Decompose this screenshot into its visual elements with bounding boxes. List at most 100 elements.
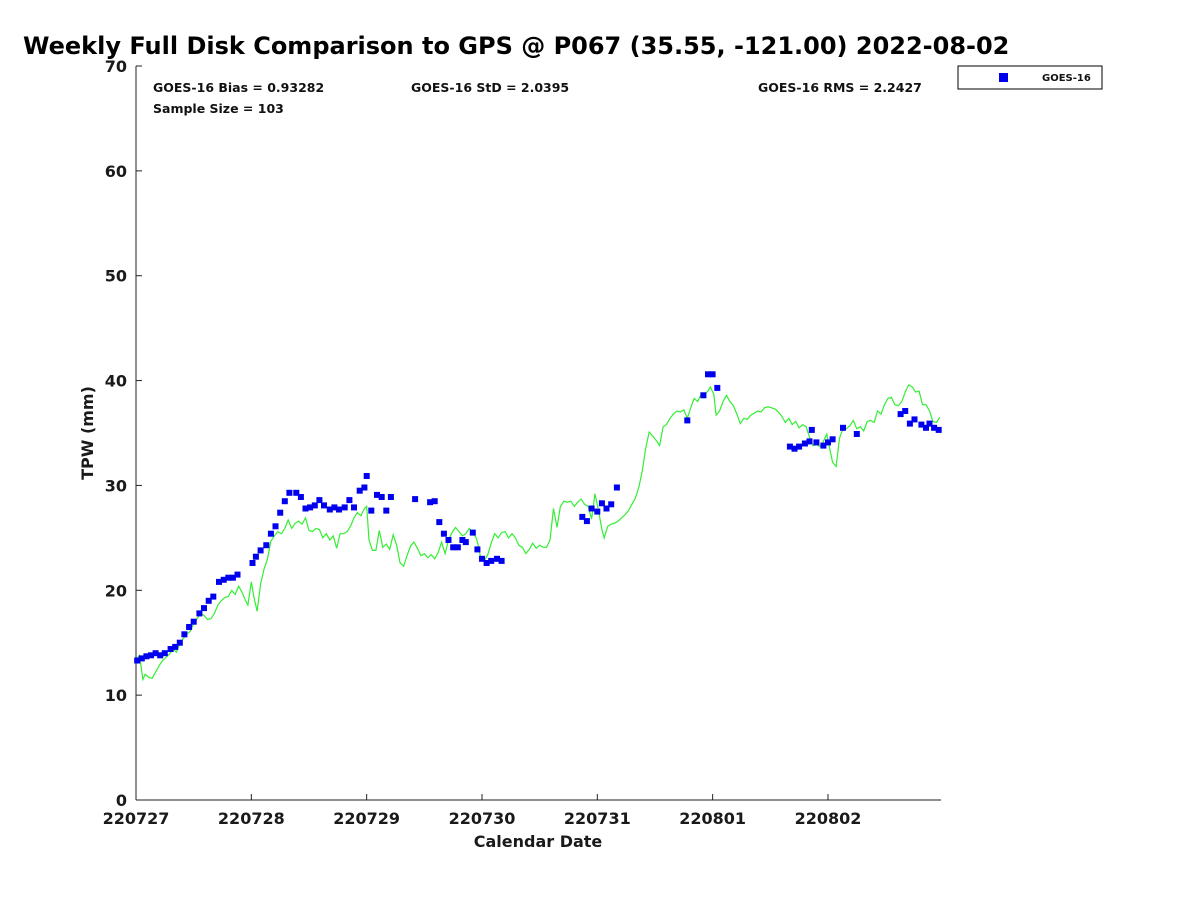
x-tick-label: 220801 [679, 809, 746, 828]
goes16-point [374, 491, 380, 498]
goes16-point [709, 371, 716, 378]
bias-stat: GOES-16 Bias = 0.93282 [153, 80, 324, 95]
goes16-point [808, 426, 815, 433]
goes16-point [172, 643, 179, 650]
goes16-point [387, 494, 394, 500]
goes16-point [186, 624, 193, 630]
goes16-point [445, 537, 452, 543]
goes16-point [598, 500, 605, 507]
goes16-point [167, 646, 174, 652]
std-stat: GOES-16 StD = 2.0395 [411, 80, 569, 95]
goes16-point [138, 655, 145, 662]
goes16-point [277, 509, 284, 516]
x-tick-label: 220728 [218, 809, 285, 828]
goes16-point [588, 505, 595, 512]
goes16-point [196, 610, 203, 617]
goes16-point [272, 523, 279, 530]
goes16-point [911, 416, 918, 423]
legend: GOES-16 [957, 65, 1103, 90]
goes16-point [234, 571, 241, 578]
goes16-point [225, 574, 232, 581]
rms-stat: GOES-16 RMS = 2.2427 [758, 80, 922, 95]
y-axis-label: TPW (mm) [78, 386, 97, 480]
goes16-point [801, 440, 808, 447]
goes16-point [210, 593, 217, 600]
gps-series [135, 383, 941, 682]
x-axis-label: Calendar Date [474, 832, 603, 851]
goes16-point [293, 489, 300, 496]
goes16-point [341, 504, 348, 511]
goes16-point [281, 498, 288, 505]
y-tick-label: 40 [105, 372, 127, 391]
y-tick-label: 70 [105, 57, 127, 76]
goes16-point [176, 639, 183, 646]
y-axis: 0 10 20 30 40 50 60 70 [105, 57, 142, 810]
gps-line [135, 383, 941, 682]
goes16-point [302, 505, 309, 512]
goes16-point [806, 438, 813, 445]
goes16-point [613, 484, 620, 491]
x-axis: 220727 220728 220729 220730 220731 220801 2208… [103, 794, 861, 828]
sample-size-stat: Sample Size = 103 [153, 101, 284, 116]
goes16-point [148, 652, 154, 659]
legend-label-goes16: GOES-16 [1042, 73, 1091, 84]
goes16-point [897, 411, 904, 418]
goes16-point [249, 560, 256, 566]
goes16-point [488, 557, 495, 564]
y-tick-label: 50 [105, 267, 127, 286]
goes16-point [791, 445, 798, 452]
goes16-point [935, 426, 942, 433]
x-tick-label: 220730 [449, 809, 516, 828]
goes16-point [813, 439, 820, 446]
goes16-point [494, 555, 500, 562]
x-tick-label: 220731 [564, 809, 631, 828]
goes16-point [326, 506, 333, 513]
goes16-point [321, 502, 327, 509]
goes16-point [152, 650, 159, 657]
plot-frame [135, 66, 941, 801]
goes16-point [412, 496, 419, 503]
goes16-point [931, 424, 938, 431]
goes16-point [459, 537, 466, 543]
goes16-point [157, 652, 164, 659]
goes16-point [161, 650, 168, 657]
goes16-point [134, 657, 141, 664]
goes16-point [257, 547, 264, 554]
goes16-point [608, 501, 615, 508]
goes16-point [363, 473, 370, 479]
goes16-point [297, 494, 304, 500]
goes16-point [918, 421, 925, 428]
goes16-point [829, 436, 836, 443]
goes16-point [923, 424, 929, 431]
goes16-point [796, 443, 803, 450]
y-tick-label: 10 [105, 686, 127, 705]
goes16-point [252, 553, 259, 560]
legend-marker-goes16 [999, 73, 1008, 82]
y-tick-label: 30 [105, 476, 127, 495]
goes16-point [469, 529, 476, 536]
goes16-point [181, 631, 188, 638]
goes16-point [431, 498, 438, 505]
goes16-point [902, 408, 909, 414]
y-tick-label: 60 [105, 162, 127, 181]
goes16-point [436, 519, 443, 526]
x-tick-label: 220727 [103, 809, 170, 828]
goes16-point [450, 544, 457, 551]
y-tick-label: 0 [116, 791, 127, 810]
goes16-point [700, 392, 707, 399]
goes16-point [336, 506, 342, 513]
goes16-point [383, 507, 390, 514]
chart-title: Weekly Full Disk Comparison to GPS @ P06… [23, 32, 1009, 60]
goes16-point [216, 578, 222, 585]
goes16-point [368, 507, 375, 514]
goes16-point [190, 618, 197, 625]
goes16-point [479, 555, 485, 562]
goes16-point [201, 605, 207, 612]
goes16-point [714, 384, 721, 391]
y-tick-label: 20 [105, 581, 127, 600]
goes16-point [926, 420, 933, 427]
goes16-point [229, 574, 236, 581]
goes16-point [356, 487, 363, 494]
goes16-point [307, 504, 314, 511]
